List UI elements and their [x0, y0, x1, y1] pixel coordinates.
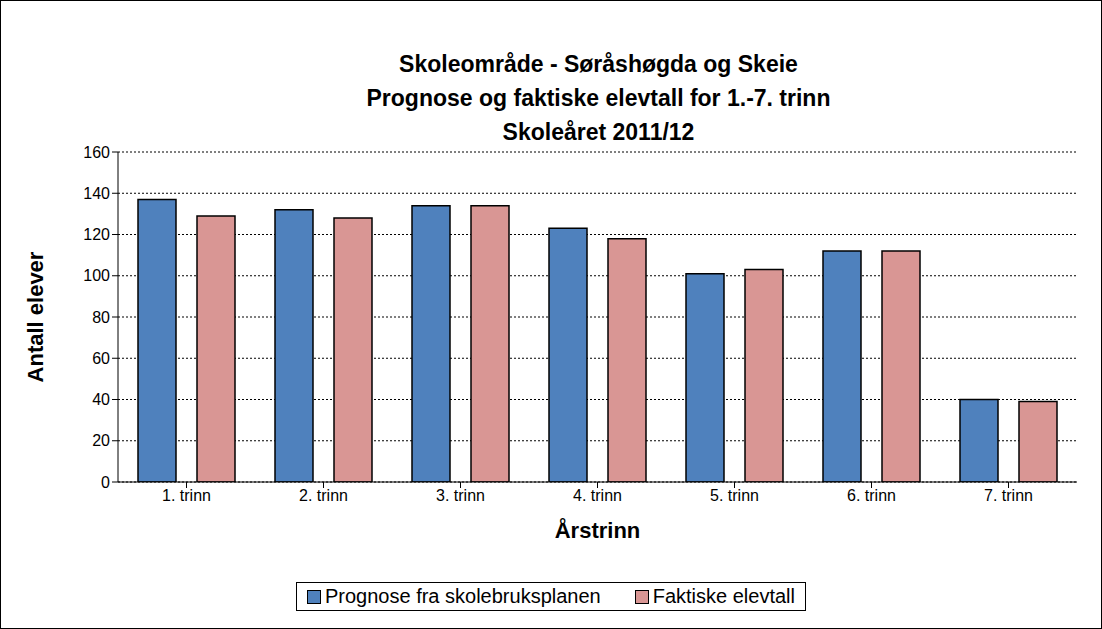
- svg-text:1. trinn: 1. trinn: [162, 487, 211, 504]
- svg-text:Antall elever: Antall elever: [23, 251, 48, 382]
- svg-text:160: 160: [83, 144, 110, 161]
- svg-text:120: 120: [83, 226, 110, 243]
- svg-text:140: 140: [83, 185, 110, 202]
- svg-text:7. trinn: 7. trinn: [984, 487, 1033, 504]
- svg-text:3. trinn: 3. trinn: [436, 487, 485, 504]
- svg-text:0: 0: [101, 474, 110, 491]
- html-text:Skoleåret 2011/12: Skoleåret 2011/12: [502, 119, 695, 145]
- html-text:Faktiske elevtall: Faktiske elevtall: [652, 585, 795, 607]
- svg-text:20: 20: [92, 432, 110, 449]
- svg-text:2. trinn: 2. trinn: [299, 487, 348, 504]
- svg-text:60: 60: [92, 350, 110, 367]
- html-text:Prognose fra skolebruksplanen: Prognose fra skolebruksplanen: [325, 585, 601, 607]
- svg-text:80: 80: [92, 309, 110, 326]
- svg-text:4. trinn: 4. trinn: [573, 487, 622, 504]
- html-text:Prognose og faktiske elevtall: Prognose og faktiske elevtall for 1.-7. …: [366, 85, 831, 111]
- svg-text:5. trinn: 5. trinn: [710, 487, 759, 504]
- html-text:Skoleområde - Søråshøgda og Sk: Skoleområde - Søråshøgda og Skeie: [399, 51, 798, 77]
- svg-text:40: 40: [92, 391, 110, 408]
- svg-text:6. trinn: 6. trinn: [847, 487, 896, 504]
- svg-text:Årstrinn: Årstrinn: [555, 517, 641, 543]
- svg-text:100: 100: [83, 267, 110, 284]
